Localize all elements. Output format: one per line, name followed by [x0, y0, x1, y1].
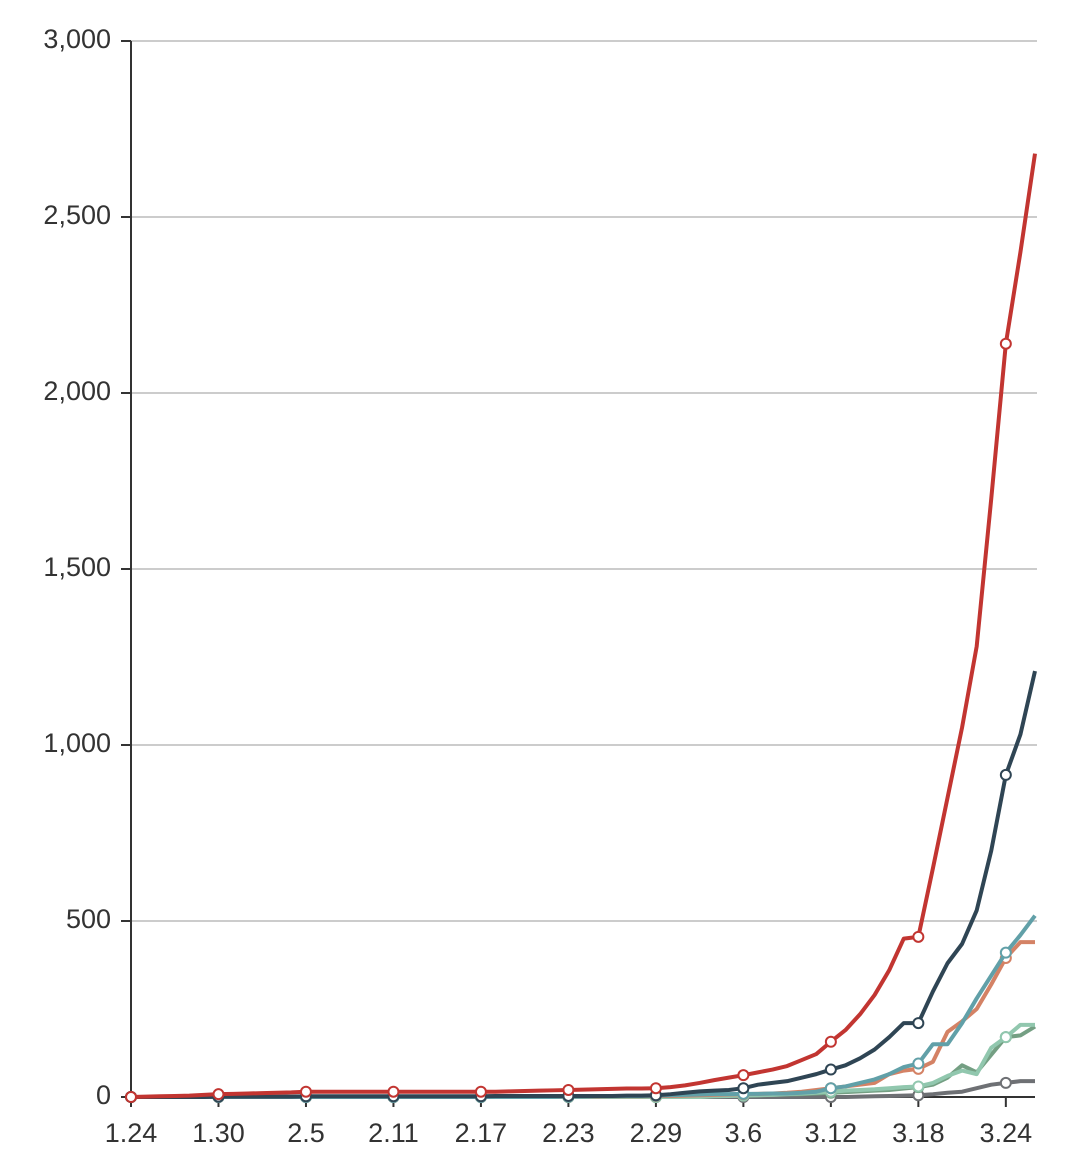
point-marker	[912, 1080, 925, 1093]
point-marker	[999, 946, 1012, 959]
point-marker	[737, 1082, 750, 1095]
x-tick-label: 3.12	[805, 1118, 858, 1148]
point-marker	[212, 1088, 225, 1101]
point-marker	[474, 1085, 487, 1098]
point-marker	[824, 1063, 837, 1076]
point-marker	[912, 930, 925, 943]
x-tick-label: 2.11	[368, 1118, 419, 1148]
point-marker	[737, 1069, 750, 1082]
point-marker	[999, 337, 1012, 350]
x-tick-label: 3.24	[980, 1118, 1033, 1148]
x-tick-label: 2.17	[455, 1118, 508, 1148]
y-tick-label: 1,000	[43, 728, 111, 758]
series-line	[130, 153, 1037, 1099]
x-tick-label: 2.29	[630, 1118, 683, 1148]
y-tick-label: 3,000	[43, 24, 111, 54]
x-tick-label: 1.30	[192, 1118, 245, 1148]
x-tick-label: 2.5	[287, 1118, 325, 1148]
point-marker	[999, 1031, 1012, 1044]
point-marker	[999, 768, 1012, 781]
x-tick-label: 1.24	[105, 1118, 158, 1148]
point-marker	[999, 1076, 1012, 1089]
series-line	[131, 914, 1037, 1099]
point-marker	[912, 1017, 925, 1030]
y-tick-label: 1,500	[43, 552, 111, 582]
point-marker	[299, 1085, 312, 1098]
point-marker	[824, 1082, 837, 1095]
x-tick-label: 2.23	[542, 1118, 595, 1148]
point-marker	[649, 1082, 662, 1095]
series-line	[131, 940, 1035, 1099]
point-marker	[824, 1035, 837, 1048]
point-marker	[125, 1091, 137, 1103]
x-tick-label: 3.18	[892, 1118, 945, 1148]
x-tick-label: 3.6	[725, 1118, 763, 1148]
series-line	[131, 670, 1037, 1099]
y-tick-label: 2,500	[43, 200, 111, 230]
point-marker	[562, 1083, 575, 1096]
y-tick-label: 0	[96, 1080, 111, 1110]
point-marker	[387, 1085, 400, 1098]
series-line	[131, 1022, 1035, 1099]
y-tick-label: 500	[66, 904, 111, 934]
point-marker	[912, 1057, 925, 1070]
y-tick-label: 2,000	[43, 376, 111, 406]
